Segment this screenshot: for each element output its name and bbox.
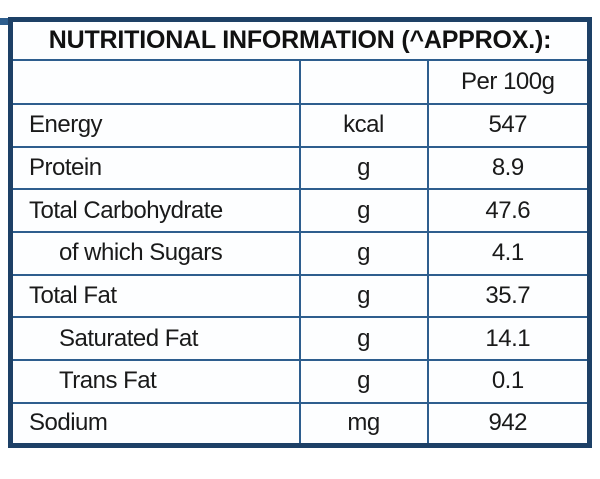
table-row: Saturated Fat g 14.1: [9, 316, 591, 361]
table-title-row: NUTRITIONAL INFORMATION (^APPROX.):: [9, 18, 591, 62]
nutrient-name: Total Carbohydrate: [9, 188, 301, 233]
table-row: Sodium mg 942: [9, 401, 591, 447]
nutrient-value: 8.9: [426, 145, 591, 191]
nutrient-unit: g: [298, 273, 429, 319]
table-row: of which Sugars g 4.1: [9, 230, 591, 276]
table-row: Trans Fat g 0.1: [9, 358, 591, 404]
nutrient-name: Energy: [9, 102, 301, 148]
table-title: NUTRITIONAL INFORMATION (^APPROX.):: [9, 18, 591, 62]
table-header-row: Per 100g: [9, 59, 591, 105]
nutrient-value: 0.1: [426, 358, 591, 404]
nutrient-name: Saturated Fat: [9, 316, 301, 361]
nutrient-name: Sodium: [9, 401, 301, 447]
nutrient-value: 35.7: [426, 273, 591, 319]
table-row: Energy kcal 547: [9, 102, 591, 148]
nutrient-name: of which Sugars: [9, 230, 301, 276]
table-row: Total Carbohydrate g 47.6: [9, 188, 591, 233]
nutrient-unit: g: [298, 316, 429, 361]
nutrient-value: 4.1: [426, 230, 591, 276]
nutrient-value: 942: [426, 401, 591, 447]
nutrient-unit: g: [298, 145, 429, 191]
empty-header-cell: [9, 59, 301, 105]
nutrient-unit: kcal: [298, 102, 429, 148]
nutrient-value: 47.6: [426, 188, 591, 233]
nutrition-table: NUTRITIONAL INFORMATION (^APPROX.): Per …: [8, 17, 592, 448]
nutrient-unit: g: [298, 230, 429, 276]
nutrient-unit: mg: [298, 401, 429, 447]
table-row: Total Fat g 35.7: [9, 273, 591, 319]
per-100g-header: Per 100g: [426, 59, 591, 105]
nutrient-name: Total Fat: [9, 273, 301, 319]
nutrient-unit: g: [298, 358, 429, 404]
table-row: Protein g 8.9: [9, 145, 591, 191]
nutrient-value: 547: [426, 102, 591, 148]
nutrient-name: Protein: [9, 145, 301, 191]
nutrient-name: Trans Fat: [9, 358, 301, 404]
nutrient-value: 14.1: [426, 316, 591, 361]
nutrient-unit: g: [298, 188, 429, 233]
left-edge-border-fragment: [0, 18, 11, 25]
empty-header-cell: [298, 59, 429, 105]
